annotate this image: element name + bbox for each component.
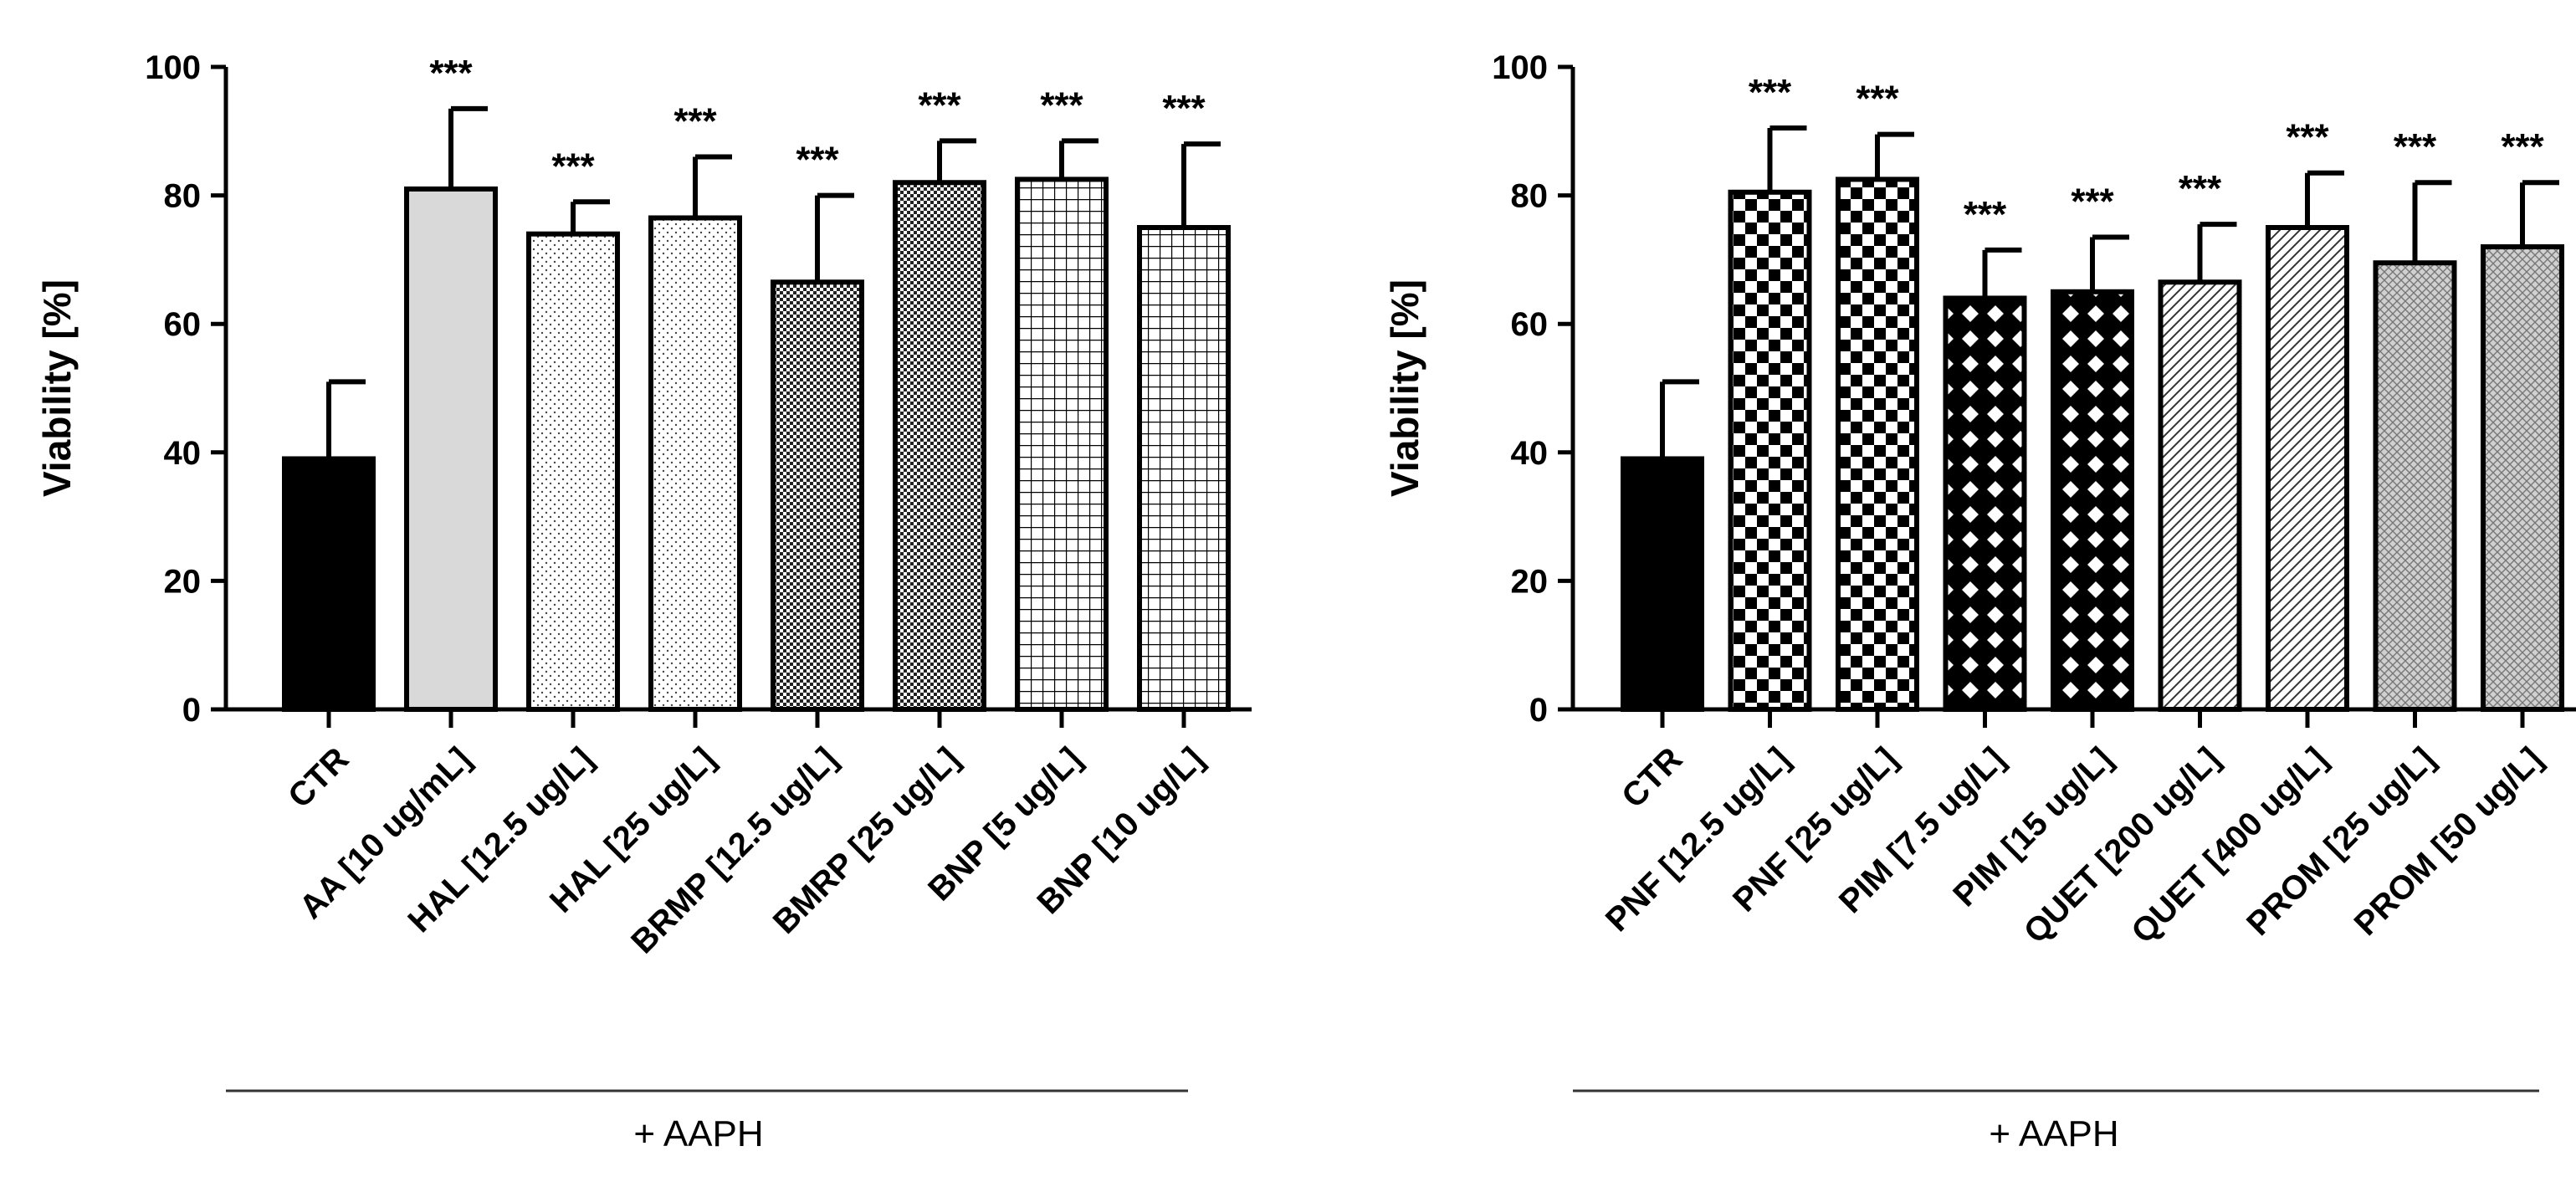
y-tick-label: 60 (1511, 306, 1549, 343)
y-tick-label: 100 (1492, 49, 1548, 86)
y-axis-label: Viability [%] (1383, 279, 1426, 497)
group-label: + AAPH (633, 1113, 763, 1154)
bar (2373, 260, 2457, 712)
significance-label: *** (2179, 168, 2222, 209)
y-tick-label: 80 (1511, 178, 1549, 215)
bar (771, 279, 864, 712)
bar (282, 456, 376, 712)
significance-label: *** (918, 84, 961, 125)
bar (1836, 177, 1919, 712)
significance-label: *** (2501, 126, 2544, 167)
y-tick-label: 0 (182, 692, 201, 729)
significance-label: *** (2071, 182, 2114, 223)
significance-label: *** (2286, 117, 2329, 158)
y-tick-label: 80 (164, 178, 202, 215)
significance-label: *** (2394, 126, 2437, 167)
bar (2481, 244, 2564, 713)
bar (1621, 456, 1704, 712)
significance-label: *** (1040, 84, 1083, 125)
category-label: CTR (281, 740, 356, 815)
y-tick-label: 20 (164, 563, 202, 600)
y-tick-label: 0 (1529, 692, 1548, 729)
category-label: QUET [200 ug/L] (2017, 740, 2227, 950)
y-tick-label: 20 (1511, 563, 1549, 600)
significance-label: *** (551, 146, 595, 187)
y-tick-label: 40 (1511, 435, 1549, 472)
category-label: PNF [12.5 ug/L] (1599, 740, 1797, 939)
bar (2266, 225, 2349, 712)
significance-label: *** (1162, 88, 1206, 129)
category-label: CTR (1615, 740, 1689, 815)
right-chart: 0 20 40 60 80 100 Viability [%] CTR *** PNF [12.5… (1383, 49, 2576, 1154)
bar (1015, 177, 1109, 712)
bar (404, 186, 498, 713)
y-axis-label: Viability [%] (35, 279, 79, 497)
bar (648, 215, 742, 713)
significance-label: *** (673, 101, 717, 142)
category-label: QUET [400 ug/L] (2124, 740, 2334, 950)
bar (2158, 279, 2242, 712)
category-label: PROM [25 ug/L] (2240, 740, 2442, 943)
bar (893, 180, 986, 713)
y-tick-label: 60 (164, 306, 202, 343)
group-label: + AAPH (1989, 1113, 2118, 1154)
category-label: PROM [50 ug/L] (2348, 740, 2550, 943)
significance-label: *** (1749, 72, 1792, 113)
bar (526, 231, 620, 712)
bar (2051, 289, 2134, 712)
y-tick-label: 100 (145, 49, 201, 86)
bar (1728, 189, 1812, 712)
significance-label: *** (1964, 194, 2007, 235)
significance-label: *** (1856, 79, 1899, 120)
significance-label: *** (429, 53, 473, 94)
y-tick-label: 40 (164, 435, 202, 472)
bar (1943, 295, 2027, 712)
bar (1137, 225, 1231, 712)
category-label: BRMP [12.5 ug/L] (624, 740, 844, 960)
significance-label: *** (796, 140, 839, 181)
